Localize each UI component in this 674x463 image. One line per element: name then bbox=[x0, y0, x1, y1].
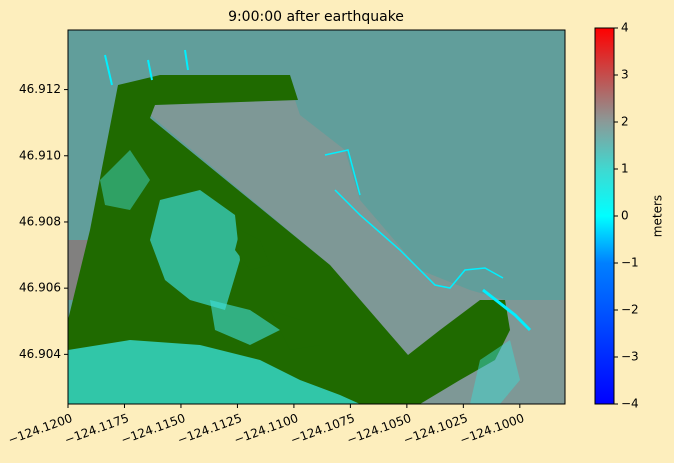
colorbar-tick-label: −2 bbox=[621, 303, 639, 317]
colorbar-label: meters bbox=[651, 195, 665, 237]
chart-title: 9:00:00 after earthquake bbox=[228, 9, 404, 25]
colorbar bbox=[594, 27, 615, 405]
y-tick-label: 46.904 bbox=[19, 347, 61, 361]
colorbar-tick-label: −3 bbox=[621, 350, 639, 364]
colorbar-tick-label: 2 bbox=[621, 115, 629, 129]
x-tick-label: −124.1200 bbox=[6, 411, 74, 447]
x-tick-label: −124.1075 bbox=[289, 411, 357, 447]
colorbar-tick-label: −4 bbox=[621, 397, 639, 411]
colorbar-tick-label: 3 bbox=[621, 68, 629, 82]
x-tick-label: −124.1025 bbox=[402, 411, 470, 447]
x-tick-label: −124.1100 bbox=[232, 411, 300, 447]
colorbar-tick-label: −1 bbox=[621, 256, 639, 270]
colorbar-tick-label: 4 bbox=[621, 21, 629, 35]
y-tick-label: 46.910 bbox=[19, 148, 61, 162]
colorbar-tick-label: 1 bbox=[621, 162, 629, 176]
x-tick-label: −124.1050 bbox=[345, 411, 413, 447]
x-tick-label: −124.1125 bbox=[176, 411, 244, 447]
y-tick-label: 46.912 bbox=[19, 82, 61, 96]
x-tick-label: −124.1000 bbox=[458, 411, 526, 447]
plot-frame bbox=[67, 29, 566, 405]
x-tick-label: −124.1175 bbox=[63, 411, 131, 447]
y-tick-label: 46.908 bbox=[19, 214, 61, 228]
y-tick-label: 46.906 bbox=[19, 281, 61, 295]
colorbar-tick-label: 0 bbox=[621, 209, 629, 223]
map-image bbox=[68, 30, 565, 404]
x-tick-label: −124.1150 bbox=[119, 411, 187, 447]
